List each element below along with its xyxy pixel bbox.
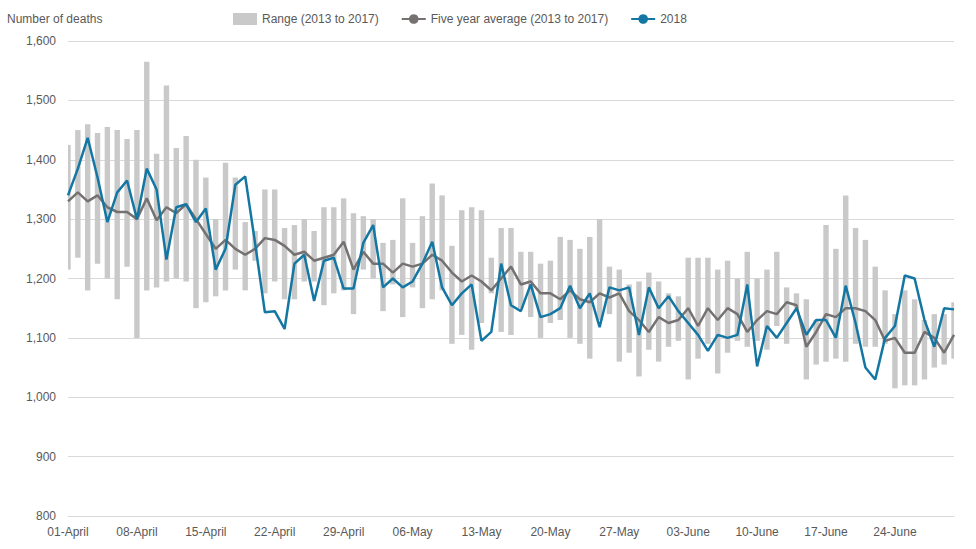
svg-text:22-April: 22-April bbox=[254, 525, 295, 539]
svg-text:20-May: 20-May bbox=[530, 525, 570, 539]
svg-text:Range (2013 to 2017): Range (2013 to 2017) bbox=[262, 12, 379, 26]
svg-text:Number of deaths: Number of deaths bbox=[7, 12, 102, 26]
svg-text:08-April: 08-April bbox=[116, 525, 157, 539]
svg-text:Five year average (2013 to 201: Five year average (2013 to 2017) bbox=[431, 12, 608, 26]
svg-text:1,000: 1,000 bbox=[26, 390, 56, 404]
svg-text:06-May: 06-May bbox=[393, 525, 433, 539]
svg-text:800: 800 bbox=[36, 509, 56, 523]
svg-text:1,500: 1,500 bbox=[26, 93, 56, 107]
svg-text:03-June: 03-June bbox=[667, 525, 711, 539]
svg-text:01-April: 01-April bbox=[47, 525, 88, 539]
svg-text:2018: 2018 bbox=[660, 12, 687, 26]
svg-text:1,600: 1,600 bbox=[26, 34, 56, 48]
svg-text:1,400: 1,400 bbox=[26, 153, 56, 167]
svg-text:13-May: 13-May bbox=[461, 525, 501, 539]
svg-text:24-June: 24-June bbox=[873, 525, 917, 539]
svg-text:1,200: 1,200 bbox=[26, 272, 56, 286]
svg-text:1,300: 1,300 bbox=[26, 212, 56, 226]
svg-text:900: 900 bbox=[36, 450, 56, 464]
svg-text:1,100: 1,100 bbox=[26, 331, 56, 345]
svg-text:10-June: 10-June bbox=[735, 525, 779, 539]
svg-text:27-May: 27-May bbox=[599, 525, 639, 539]
svg-text:29-April: 29-April bbox=[323, 525, 364, 539]
svg-text:15-April: 15-April bbox=[185, 525, 226, 539]
svg-text:17-June: 17-June bbox=[804, 525, 848, 539]
